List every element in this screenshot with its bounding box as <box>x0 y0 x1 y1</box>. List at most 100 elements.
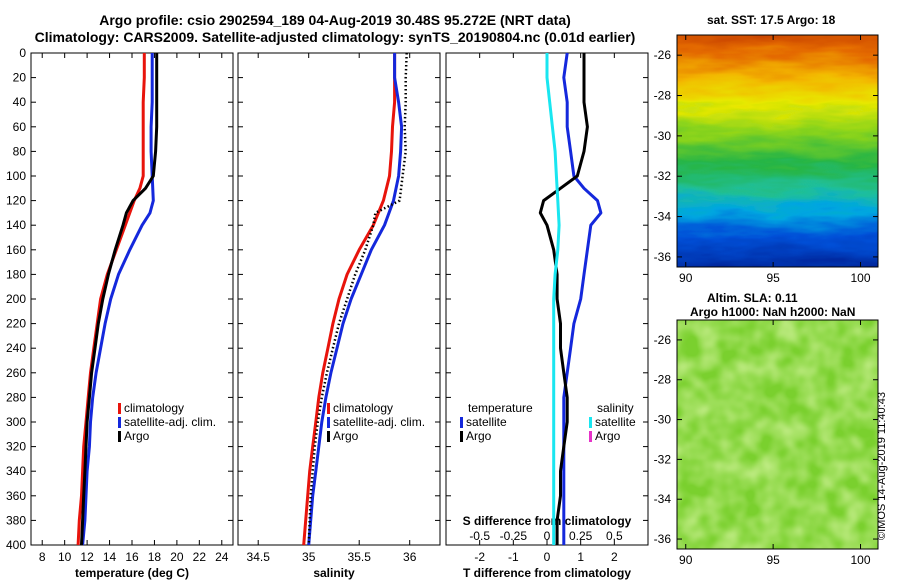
salinity-diff-tick-label: 0 <box>544 529 551 543</box>
salinity-satellite-line <box>307 53 404 546</box>
salinity-legend-climatology-label: climatology <box>333 401 393 415</box>
difference-legend-s-argo-swatch <box>589 431 592 442</box>
sst-map <box>676 34 879 268</box>
temperature-xlabel: temperature (deg C) <box>75 566 189 580</box>
y-tick-label: 260 <box>6 366 26 380</box>
sla-map-y-tick-label: -32 <box>654 452 672 466</box>
difference-legend-salinity-title: salinity <box>597 401 634 415</box>
x-tick-label: -1 <box>508 550 519 564</box>
y-tick-label: 120 <box>6 194 26 208</box>
y-tick-label: 280 <box>6 390 26 404</box>
difference-legend-s-satellite-swatch <box>589 417 592 428</box>
difference-legend-t-satellite-label: satellite <box>466 415 507 429</box>
difference-legend-t-argo-swatch <box>460 431 463 442</box>
temperature-frame <box>30 52 234 546</box>
y-tick-label: 60 <box>13 120 27 134</box>
x-tick-label: 0 <box>544 550 551 564</box>
temperature-diff-argo-line <box>538 53 589 545</box>
x-tick-label: 24 <box>215 550 229 564</box>
x-tick-label: 12 <box>80 550 94 564</box>
temperature-legend-climatology-swatch <box>118 403 121 414</box>
salinity-panel: 34.5 35 35.5 36 salinity climatologysatellite… <box>237 52 441 580</box>
x-tick-label: 36 <box>403 550 417 564</box>
sla-map-x-tick-label: 100 <box>851 553 871 567</box>
y-tick-label: 340 <box>6 464 26 478</box>
salinity-legend-satellite-label: satellite-adj. clim. <box>333 415 425 429</box>
difference-legend-s-satellite-label: satellite <box>595 415 636 429</box>
sla-map-y-tick-label: -26 <box>654 333 672 347</box>
salinity-argo-line <box>307 52 408 546</box>
x-tick-label: 22 <box>193 550 207 564</box>
title-line-1: Argo profile: csio 2902594_189 04-Aug-20… <box>99 12 571 28</box>
difference-xlabel: T difference from climatology <box>463 566 631 580</box>
sst-map-x-tick-label: 90 <box>679 271 693 285</box>
salinity-legend-climatology-swatch <box>327 403 330 414</box>
salinity-diff-satellite-line <box>545 53 561 545</box>
y-tick-label: 0 <box>19 46 26 60</box>
temperature-legend-argo-swatch <box>118 431 121 442</box>
title-line-2: Climatology: CARS2009. Satellite-adjuste… <box>34 29 636 45</box>
y-tick-label: 40 <box>13 95 27 109</box>
x-tick-label: 18 <box>148 550 162 564</box>
sla-map-x-tick-label: 95 <box>766 553 780 567</box>
sla-map-subtitle: Argo h1000: NaN h2000: NaN <box>690 305 856 319</box>
x-tick-label: 8 <box>39 550 46 564</box>
difference-frame <box>445 52 649 546</box>
y-tick-label: 200 <box>6 292 26 306</box>
salinity-diff-tick-label: -0.5 <box>469 529 490 543</box>
sst-map-y-tick-label: -30 <box>654 129 672 143</box>
salinity-diff-tick-label: 0.5 <box>606 529 623 543</box>
salinity-legend-argo-label: Argo <box>333 429 359 443</box>
sla-map-frame <box>676 319 879 550</box>
sst-field <box>677 35 878 267</box>
difference-xlabel-top: S difference from climatology <box>463 514 632 528</box>
salinity-legend-argo-swatch <box>327 431 330 442</box>
y-tick-label: 300 <box>6 415 26 429</box>
salinity-climatology-line <box>302 53 397 546</box>
x-tick-label: 35 <box>302 550 316 564</box>
sst-map-frame <box>676 34 879 268</box>
y-tick-label: 180 <box>6 267 26 281</box>
y-tick-label: 80 <box>13 144 27 158</box>
sst-map-y-tick-label: -32 <box>654 169 672 183</box>
sst-map-y-tick-label: -28 <box>654 89 672 103</box>
x-tick-label: 2 <box>611 550 618 564</box>
temperature-panel: 0 20 40 60 80 100 120 140 160 180 200 220 240 260 280 3… <box>6 46 234 580</box>
x-tick-label: 10 <box>58 550 72 564</box>
sla-map-y-tick-label: -36 <box>654 532 672 546</box>
y-tick-label: 320 <box>6 440 26 454</box>
salinity-xlabel: salinity <box>313 566 355 580</box>
x-tick-label: -2 <box>474 550 485 564</box>
y-tick-label: 140 <box>6 218 26 232</box>
difference-legend-s-argo-label: Argo <box>595 429 621 443</box>
salinity-legend-satellite-swatch <box>327 417 330 428</box>
sla-map-x-tick-label: 90 <box>679 553 693 567</box>
y-tick-label: 400 <box>6 538 26 552</box>
difference-panel: -2 -1 0 1 2 T difference from climatology S di… <box>445 52 649 580</box>
y-tick-label: 380 <box>6 513 26 527</box>
sla-map-title: Altim. SLA: 0.11 <box>707 291 798 305</box>
temperature-argo-line <box>80 53 159 546</box>
salinity-diff-tick-label: -0.25 <box>500 529 528 543</box>
sst-map-x-tick-label: 100 <box>851 271 871 285</box>
y-tick-label: 160 <box>6 243 26 257</box>
sst-map-y-tick-label: -26 <box>654 48 672 62</box>
x-tick-label: 16 <box>125 550 139 564</box>
temperature-legend-argo-label: Argo <box>124 429 150 443</box>
temperature-legend-climatology-label: climatology <box>124 401 184 415</box>
temperature-legend-satellite-swatch <box>118 417 121 428</box>
temperature-climatology-line <box>76 53 146 546</box>
sst-map-x-tick-label: 95 <box>766 271 780 285</box>
temperature-satellite-line <box>81 53 155 546</box>
y-tick-label: 240 <box>6 341 26 355</box>
x-tick-label: 14 <box>103 550 117 564</box>
x-tick-label: 20 <box>170 550 184 564</box>
y-tick-label: 20 <box>13 71 27 85</box>
sla-map-y-tick-label: -28 <box>654 373 672 387</box>
salinity-diff-tick-label: 0.25 <box>569 529 593 543</box>
difference-legend-t-argo-label: Argo <box>466 429 492 443</box>
sla-field <box>677 320 878 549</box>
sst-map-y-tick-label: -36 <box>654 250 672 264</box>
sla-map-y-tick-label: -30 <box>654 413 672 427</box>
